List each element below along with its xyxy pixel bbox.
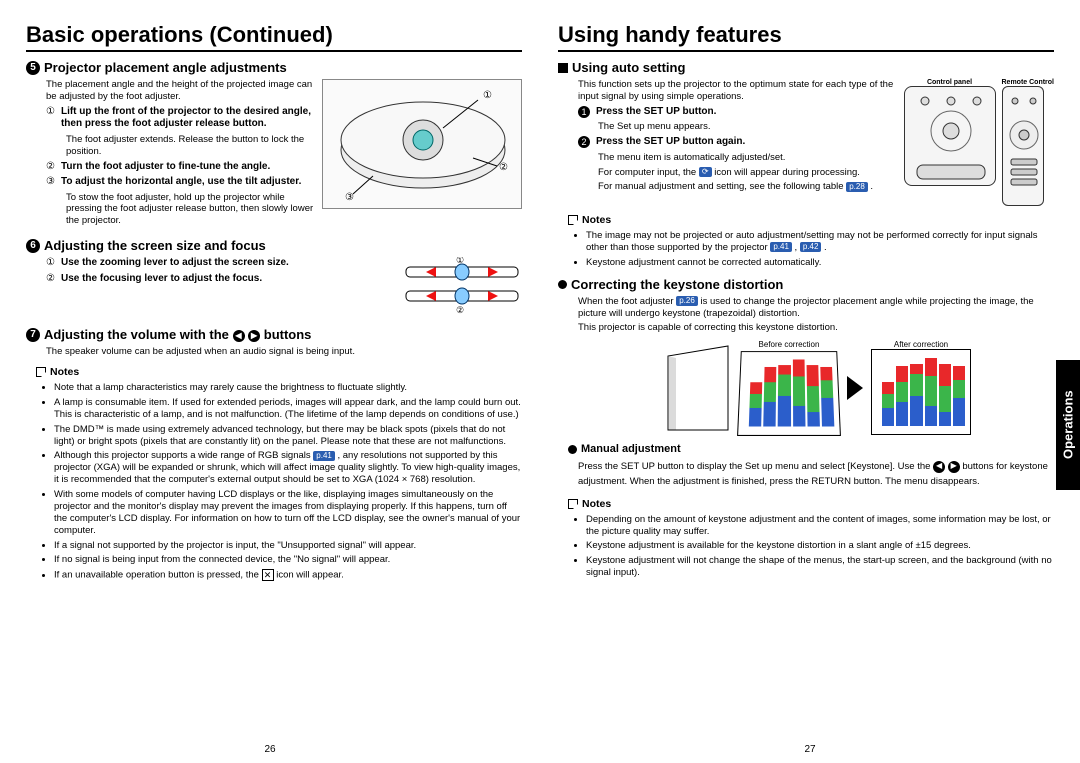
- s6-step-2: ② Use the focusing lever to adjust the f…: [46, 273, 394, 286]
- page-ref: p.41: [770, 242, 792, 252]
- note-item: A lamp is consumable item. If used for e…: [54, 397, 522, 421]
- page-27: Using handy features Using auto setting …: [540, 0, 1080, 763]
- page-ref: p.41: [313, 451, 335, 461]
- svg-text:③: ③: [345, 192, 354, 203]
- s6-step-1: ① Use the zooming lever to adjust the sc…: [46, 257, 394, 270]
- left-title: Basic operations (Continued): [26, 22, 522, 52]
- s5-step-1: ① Lift up the front of the projector to …: [46, 106, 314, 131]
- section-5-heading: 5 Projector placement angle adjustments: [26, 60, 522, 75]
- x-icon: ✕: [262, 569, 274, 581]
- square-bullet-icon: [558, 63, 568, 73]
- note-item: Note that a lamp characteristics may rar…: [54, 382, 522, 394]
- section-7-heading: 7 Adjusting the volume with the ◀ ▶ butt…: [26, 327, 522, 342]
- auto-step-1: 1 Press the SET UP button.: [578, 106, 898, 119]
- note-item: The DMD™ is made using extremely advance…: [54, 424, 522, 448]
- keystone-heading: Correcting the keystone distortion: [558, 277, 1054, 292]
- s7-intro: The speaker volume can be adjusted when …: [46, 346, 522, 358]
- zoom-focus-illustration: ① ②: [402, 257, 522, 315]
- page-number-right: 27: [804, 744, 815, 755]
- left-arrow-icon: ◀: [933, 461, 945, 473]
- note-icon: [568, 499, 578, 509]
- page-ref-26: p.26: [676, 296, 698, 306]
- keystone-correction-diagram: Before correction After correction: [578, 340, 1054, 435]
- auto-notes-heading: Notes: [568, 214, 1054, 226]
- note-icon: [568, 215, 578, 225]
- svg-text:②: ②: [456, 305, 464, 315]
- dot-bullet-icon: [568, 445, 577, 454]
- note-item: Keystone adjustment is available for the…: [586, 540, 1054, 552]
- note-item: Keystone adjustment cannot be corrected …: [586, 257, 1054, 269]
- dot-bullet-icon: [558, 280, 567, 289]
- svg-text:①: ①: [456, 257, 464, 265]
- section-tab-operations: Operations: [1056, 360, 1080, 490]
- page-ref: p.42: [800, 242, 822, 252]
- keystone-notes-list: Depending on the amount of keystone adju…: [586, 514, 1054, 579]
- arrow-right-icon: [847, 376, 863, 400]
- manual-adjustment-heading: Manual adjustment: [568, 443, 1054, 455]
- note-item: Depending on the amount of keystone adju…: [586, 514, 1054, 538]
- projector-placement-illustration: ① ② ③: [322, 79, 522, 209]
- control-panel-illustration: [904, 86, 996, 186]
- page-26: Basic operations (Continued) 5 Projector…: [0, 0, 540, 763]
- step-badge-5: 5: [26, 61, 40, 75]
- note-item: With some models of computer having LCD …: [54, 489, 522, 537]
- auto-step-2: 2 Press the SET UP button again.: [578, 136, 898, 149]
- left-notes-list: Note that a lamp characteristics may rar…: [54, 382, 522, 582]
- note-item: If an unavailable operation button is pr…: [54, 569, 522, 581]
- svg-text:①: ①: [483, 90, 492, 101]
- auto-setting-heading: Using auto setting: [558, 60, 1054, 75]
- keystone-after-chart: [871, 349, 971, 435]
- svg-text:②: ②: [499, 162, 508, 173]
- keystone-before-chart: [737, 351, 841, 436]
- keystone-notes-heading: Notes: [568, 498, 1054, 510]
- page-ref-28: p.28: [846, 182, 868, 192]
- section-6-heading: 6 Adjusting the screen size and focus: [26, 238, 522, 253]
- auto-notes-list: The image may not be projected or auto a…: [586, 230, 1054, 269]
- note-icon: [36, 367, 46, 377]
- left-arrow-icon: ◀: [233, 330, 245, 342]
- note-item: Keystone adjustment will not change the …: [586, 555, 1054, 579]
- note-item: Although this projector supports a wide …: [54, 450, 522, 486]
- note-item: If a signal not supported by the project…: [54, 540, 522, 552]
- step-badge-7: 7: [26, 328, 40, 342]
- left-notes-heading: Notes: [36, 366, 522, 378]
- right-arrow-icon: ▶: [948, 461, 960, 473]
- s5-step-2: ② Turn the foot adjuster to fine-tune th…: [46, 161, 314, 174]
- note-item: If no signal is being input from the con…: [54, 554, 522, 566]
- right-title: Using handy features: [558, 22, 1054, 52]
- control-illustrations: Control panel Remote Control: [904, 79, 1055, 206]
- processing-icon: ⟳: [699, 167, 712, 177]
- remote-control-illustration: [1002, 86, 1044, 206]
- note-item: The image may not be projected or auto a…: [586, 230, 1054, 254]
- s5-step-3: ③ To adjust the horizontal angle, use th…: [46, 176, 314, 189]
- step-badge-6: 6: [26, 239, 40, 253]
- right-arrow-icon: ▶: [248, 330, 260, 342]
- page-number-left: 26: [264, 744, 275, 755]
